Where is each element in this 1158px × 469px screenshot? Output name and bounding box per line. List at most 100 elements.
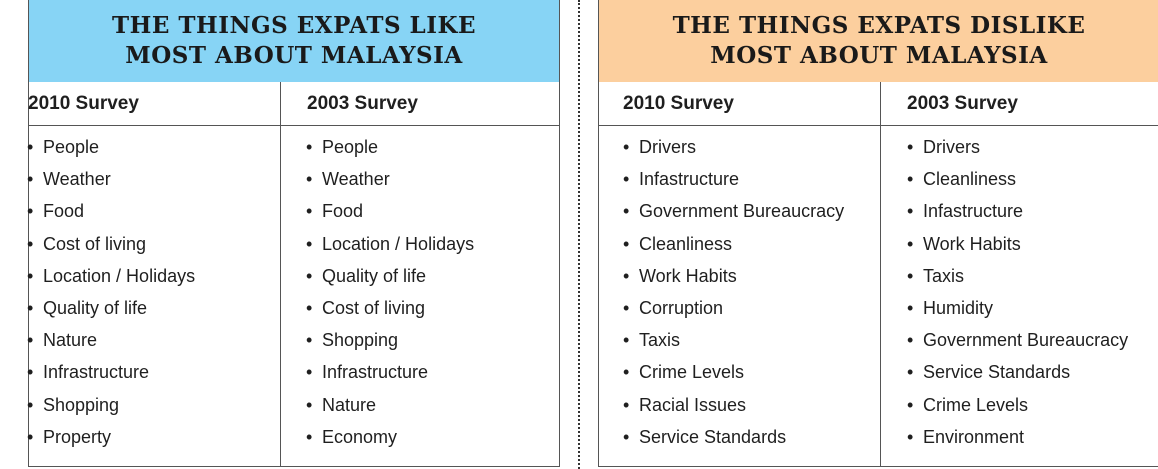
bullet-icon: • <box>27 330 34 351</box>
bullet-icon: • <box>27 394 34 415</box>
list-item: • Service Standards <box>623 421 880 453</box>
bullet-icon: • <box>27 201 34 222</box>
bullet-icon: • <box>907 201 914 222</box>
bullet-icon: • <box>907 265 914 286</box>
bullet-icon: • <box>27 233 34 254</box>
bullet-icon: • <box>623 233 630 254</box>
bullet-icon: • <box>27 426 34 447</box>
bullet-icon: • <box>306 330 313 351</box>
list-item: • Cleanliness <box>623 228 880 260</box>
bullet-icon: • <box>623 297 630 318</box>
list-item-text: Drivers <box>923 137 980 157</box>
likes-panel: THE THINGS EXPATS LIKE MOST ABOUT MALAYS… <box>27 0 560 467</box>
list-item-text: Drivers <box>639 137 696 157</box>
bullet-icon: • <box>306 362 313 383</box>
list-item-text: Environment <box>923 426 1025 447</box>
list-item: • Taxis <box>623 324 880 356</box>
bullet-icon: • <box>306 233 313 254</box>
likes-2003-column: 2003 Survey • People • Weather • Food • Locatio… <box>281 82 559 467</box>
bullet-icon: • <box>306 201 313 222</box>
likes-2010-column: 2010 Survey • People • Weather • Food • Cost of… <box>27 82 281 467</box>
list-item: • Crime Levels <box>623 356 880 388</box>
bullet-icon: • <box>306 265 313 286</box>
list-item: • Food <box>306 195 559 227</box>
list-item-text: Cleanliness <box>639 233 733 254</box>
list-item-text: Shopping <box>322 330 399 351</box>
dislikes-2003-column: 2003 Survey • Drivers • Cleanliness • Infastr… <box>881 82 1158 467</box>
bullet-icon: • <box>306 297 313 318</box>
list-item: • Infastructure <box>907 195 1158 227</box>
bullet-icon: • <box>907 169 914 190</box>
list-item: • Cleanliness <box>907 163 1158 195</box>
bullet-icon: • <box>907 297 914 318</box>
list-item-text: Corruption <box>639 297 724 318</box>
list-item-text: Weather <box>43 169 111 190</box>
bullet-icon: • <box>623 169 630 190</box>
list-item-text: Crime Levels <box>639 362 745 383</box>
bullet-icon: • <box>907 426 914 447</box>
bullet-icon: • <box>27 169 34 190</box>
list-item: • Infastructure <box>623 163 880 195</box>
dislikes-2003-list: • Drivers • Cleanliness • Infastructure • Work … <box>881 126 1158 453</box>
list-item-text: Food <box>322 201 364 222</box>
list-item: • Government Bureaucracy <box>623 195 880 227</box>
list-item-text: Quality of life <box>43 297 148 318</box>
list-item-text: Humidity <box>923 297 994 318</box>
list-item-text: Location / Holidays <box>322 233 475 254</box>
bullet-icon: • <box>907 233 914 254</box>
dislikes-2010-list: • Drivers • Infastructure • Government Bureau… <box>599 126 880 453</box>
list-item: • Weather <box>27 163 280 195</box>
list-item: • Location / Holidays <box>306 228 559 260</box>
dislikes-title: THE THINGS EXPATS DISLIKE MOST ABOUT MAL… <box>599 0 1158 82</box>
bullet-icon: • <box>623 137 630 157</box>
list-item: • Taxis <box>907 260 1158 292</box>
list-item: • Weather <box>306 163 559 195</box>
list-item: • Nature <box>27 324 280 356</box>
likes-2003-list: • People • Weather • Food • Location / Holidays… <box>281 126 559 453</box>
list-item-text: Service Standards <box>639 426 787 447</box>
list-item: • Humidity <box>907 292 1158 324</box>
list-item: • Infrastructure <box>306 356 559 388</box>
bullet-icon: • <box>907 394 914 415</box>
bullet-icon: • <box>306 394 313 415</box>
bullet-icon: • <box>27 137 34 157</box>
list-item-text: Work Habits <box>923 233 1021 254</box>
list-item-text: Infastructure <box>639 169 740 190</box>
list-item-text: Crime Levels <box>923 394 1029 415</box>
list-item-text: Racial Issues <box>639 394 747 415</box>
list-item-text: Weather <box>322 169 390 190</box>
dotted-divider <box>578 0 580 469</box>
list-item: • People <box>27 131 280 163</box>
list-item: • Property <box>27 421 280 453</box>
list-item: • Nature <box>306 389 559 421</box>
list-item: • Infrastructure <box>27 356 280 388</box>
list-item: • Racial Issues <box>623 389 880 421</box>
list-item: • People <box>306 131 559 163</box>
list-item-text: Location / Holidays <box>43 265 196 286</box>
list-item-text: Work Habits <box>639 265 737 286</box>
list-item-text: Infrastructure <box>43 362 150 383</box>
list-item-text: Taxis <box>923 265 965 286</box>
list-item-text: Nature <box>43 330 98 351</box>
list-item: • Environment <box>907 421 1158 453</box>
list-item-text: People <box>322 137 379 157</box>
list-item: • Corruption <box>623 292 880 324</box>
list-item: • Location / Holidays <box>27 260 280 292</box>
list-item-text: Service Standards <box>923 362 1071 383</box>
list-item-text: Government Bureaucracy <box>923 330 1129 351</box>
dislikes-2003-heading: 2003 Survey <box>881 82 1158 126</box>
list-item: • Food <box>27 195 280 227</box>
dislikes-2010-heading: 2010 Survey <box>599 82 880 126</box>
likes-2003-heading: 2003 Survey <box>281 82 559 126</box>
list-item-text: Infastructure <box>923 201 1024 222</box>
list-item: • Service Standards <box>907 356 1158 388</box>
dislikes-columns: 2010 Survey • Drivers • Infastructure • Gover… <box>599 82 1158 467</box>
bullet-icon: • <box>623 362 630 383</box>
list-item-text: Food <box>43 201 85 222</box>
list-item-text: Quality of life <box>322 265 427 286</box>
bullet-icon: • <box>27 362 34 383</box>
bullet-icon: • <box>623 426 630 447</box>
bullet-icon: • <box>623 265 630 286</box>
list-item-text: Economy <box>322 426 398 447</box>
dislikes-2010-column: 2010 Survey • Drivers • Infastructure • Gover… <box>599 82 881 467</box>
